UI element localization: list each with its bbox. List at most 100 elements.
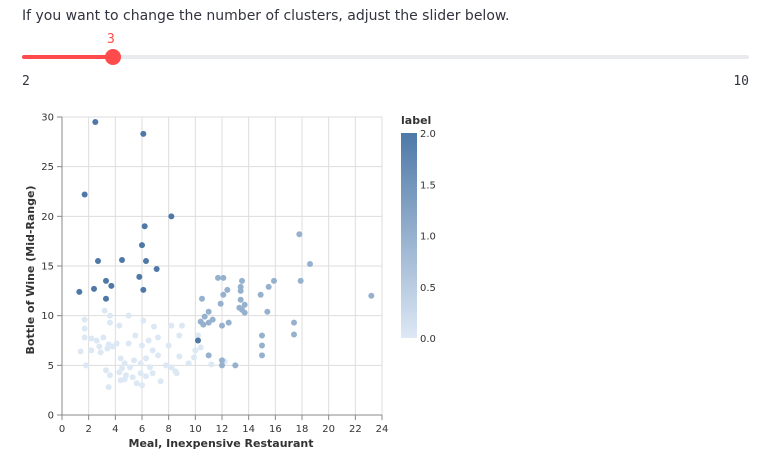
data-point [168,213,175,220]
clusters-slider[interactable]: 3 2 10 [22,30,749,90]
data-point [143,355,149,362]
y-tick-label: 25 [41,162,54,173]
data-point [208,361,215,368]
slider-fill [22,55,113,59]
data-point [143,373,149,380]
x-tick-label: 10 [189,424,202,435]
data-point [199,295,205,302]
data-point [96,343,103,350]
chart-grid [61,116,383,416]
slider-value-label: 3 [107,32,115,47]
data-point [125,312,132,319]
data-point [219,357,225,364]
data-point [205,308,212,315]
legend-gradient-bar [401,133,417,338]
data-point [107,372,113,379]
x-tick-label: 16 [269,424,282,435]
legend-title: label [401,114,431,127]
data-point [103,277,109,284]
data-point [131,357,137,364]
color-legend: label 2.0 1.5 1.0 0.5 0.0 [401,114,436,345]
data-point [97,349,104,356]
data-point [149,370,156,377]
data-point [195,332,201,339]
y-tick-label: 15 [41,262,54,273]
slider-track[interactable] [22,55,749,59]
data-point [132,332,139,339]
data-point [127,364,133,371]
data-point [83,362,89,369]
data-point [139,342,145,349]
data-point [103,295,109,302]
data-point [179,322,185,329]
data-point [140,286,147,293]
data-point [108,282,115,289]
x-tick-label: 20 [322,424,335,435]
data-point [264,308,271,315]
data-point [237,287,244,294]
x-tick-label: 14 [242,424,255,435]
data-point [257,291,264,298]
data-point [81,191,88,198]
data-point [201,313,208,320]
instruction-text: If you want to change the number of clus… [22,8,510,24]
data-point [220,274,227,281]
data-point [139,242,145,249]
data-point [133,380,140,387]
data-point [137,370,144,377]
y-tick-label: 20 [41,212,54,223]
data-point [91,285,97,292]
data-point [109,343,116,350]
data-point [153,265,160,272]
data-point [140,130,147,137]
data-point [92,118,99,125]
data-point [237,296,244,303]
data-point [157,378,164,385]
data-point [296,231,303,238]
data-point [76,288,83,295]
data-point [137,360,144,367]
data-point [155,334,161,341]
data-point [136,273,143,280]
x-tick-label: 6 [139,424,145,435]
data-point [195,337,201,344]
data-point [168,322,175,329]
data-point [140,317,147,324]
data-point [88,347,95,354]
x-tick-label: 2 [85,424,91,435]
data-point [219,322,225,329]
data-point [165,342,172,349]
slider-max-label: 10 [733,74,749,89]
data-point [241,309,248,316]
legend-tick-label: 1.5 [420,180,436,191]
chart-points [76,118,375,391]
x-tick-label: 4 [112,424,118,435]
data-point [81,334,88,341]
data-point [151,323,157,330]
data-point [149,347,156,354]
data-point [307,261,313,268]
data-point [143,258,149,265]
slider-thumb[interactable] [105,49,121,65]
data-point [185,360,192,367]
x-tick-label: 22 [349,424,362,435]
y-tick-label: 10 [41,311,54,322]
data-point [291,319,297,326]
data-point [265,283,272,290]
x-tick-label: 8 [165,424,171,435]
data-point [197,344,204,351]
data-point [241,301,248,308]
data-point [200,321,207,328]
data-point [176,332,183,339]
data-point [217,300,224,307]
data-point [205,319,212,326]
x-axis-label: Meal, Inexpensive Restaurant [129,437,314,450]
data-point [271,277,277,284]
legend-tick-label: 0.5 [420,283,436,294]
legend-tick-label: 1.0 [420,232,436,243]
data-point [192,347,199,354]
slider-min-label: 2 [22,74,30,89]
data-point [259,352,265,359]
